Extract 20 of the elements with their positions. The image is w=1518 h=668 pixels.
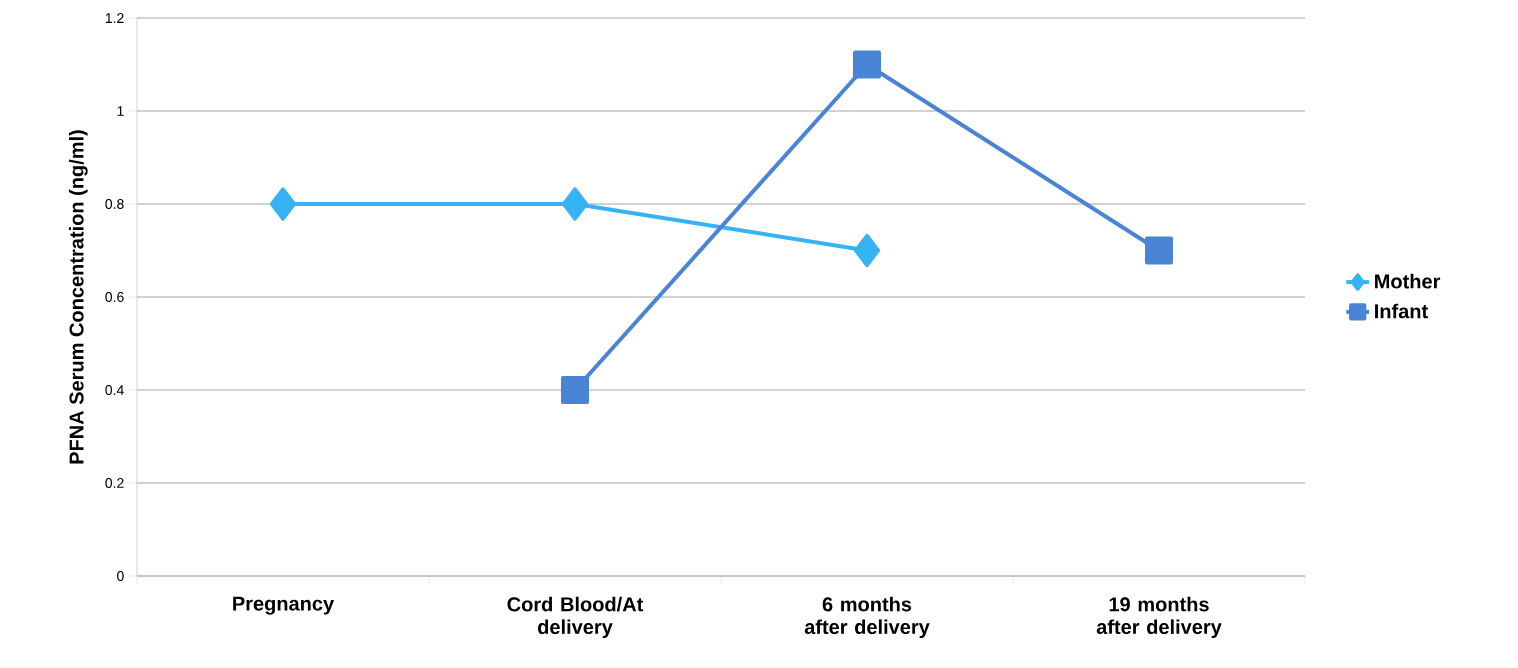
x-tick-label: 19 months after delivery — [1096, 596, 1222, 639]
y-tick-label: 0 — [117, 571, 124, 581]
point — [854, 233, 880, 268]
y-tick-label: 1 — [117, 106, 124, 116]
y-tick-label: 0.4 — [105, 385, 124, 395]
y-tick-label: 0.2 — [105, 478, 124, 488]
y-tick-label: 0.8 — [105, 199, 124, 209]
point — [1145, 236, 1174, 265]
x-tick-label: Pregnancy — [233, 596, 335, 615]
legend-label: Infant — [1375, 303, 1428, 319]
point — [562, 187, 588, 221]
y-tick-label: 0.6 — [105, 292, 124, 302]
y-tick-label: 1.2 — [105, 13, 124, 23]
legend-label: Mother — [1375, 273, 1441, 289]
point — [270, 187, 296, 221]
point — [561, 376, 589, 404]
x-tick-label: 6 months after delivery — [804, 596, 930, 639]
x-tick-label: Cord Blood/At delivery — [507, 596, 644, 639]
point — [853, 50, 882, 79]
y-axis-title: PFNA Serum Concentration (ng/ml) — [68, 130, 88, 464]
